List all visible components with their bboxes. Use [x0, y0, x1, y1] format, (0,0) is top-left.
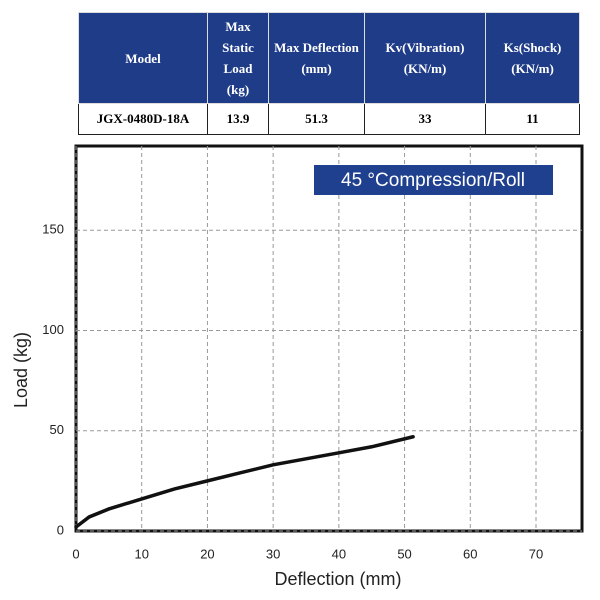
- y-tick-label: 100: [42, 322, 64, 337]
- x-tick-label: 60: [463, 546, 477, 561]
- header-cell: Kv(Vibration) (KN/m): [364, 12, 486, 104]
- y-tick-label: 50: [50, 422, 64, 437]
- x-tick-label: 70: [529, 546, 543, 561]
- spec-table: Model Max Static Load (kg) Max Deflectio…: [78, 12, 580, 135]
- cell: 11: [485, 103, 580, 135]
- cell: 33: [364, 103, 486, 135]
- cell: 51.3: [268, 103, 365, 135]
- x-axis-label: Deflection (mm): [274, 569, 401, 589]
- data-line: [74, 435, 415, 529]
- x-tick-label: 30: [266, 546, 280, 561]
- x-tick-label: 50: [397, 546, 411, 561]
- annotation: 45 °Compression/Roll: [341, 170, 525, 191]
- cell: 13.9: [207, 103, 269, 135]
- y-axis-label: Load (kg): [11, 332, 31, 408]
- x-tick-label: 20: [200, 546, 214, 561]
- x-tick-label: 10: [134, 546, 148, 561]
- plot-frame: [74, 144, 584, 533]
- header-cell: Max Deflection (mm): [268, 12, 365, 104]
- header-cell: Ks(Shock) (KN/m): [485, 12, 580, 104]
- cell: JGX-0480D-18A: [78, 103, 208, 135]
- x-tick-label: 0: [72, 546, 79, 561]
- y-tick-label: 150: [42, 222, 64, 237]
- annotation-box: [314, 165, 553, 195]
- y-tick-label: 0: [57, 522, 64, 537]
- header-cell: Model: [78, 12, 208, 104]
- x-tick-label: 40: [332, 546, 346, 561]
